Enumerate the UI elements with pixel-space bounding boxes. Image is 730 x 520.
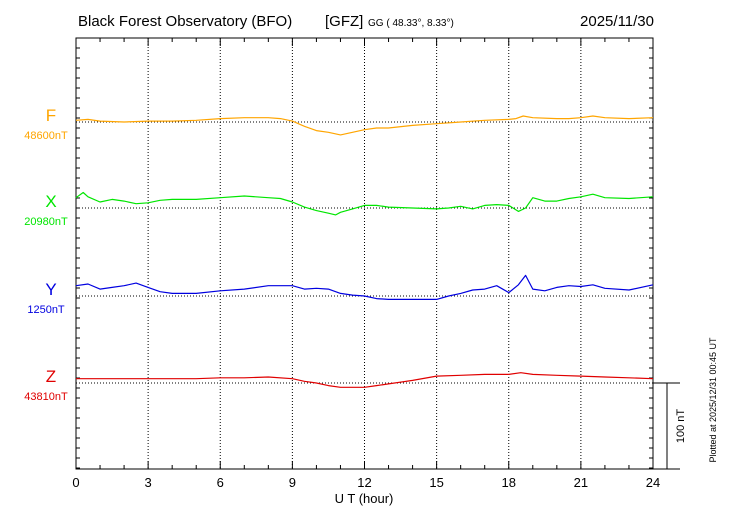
tick-layer: 0 3 6 9 12 15 18 21 24 xyxy=(72,38,660,490)
series-baseline-f: 48600nT xyxy=(24,130,68,142)
x-tick-label: 18 xyxy=(502,475,516,490)
x-axis-label: U T (hour) xyxy=(335,491,394,506)
series-line-x xyxy=(75,191,654,216)
plotted-timestamp: Plotted at 2025/12/31 00:45 UT xyxy=(708,337,718,463)
series-baseline-x: 20980nT xyxy=(24,216,68,228)
series-line-y xyxy=(75,274,654,300)
x-tick-label: 3 xyxy=(145,475,152,490)
series-layer xyxy=(75,115,654,388)
chart-date: 2025/11/30 xyxy=(580,13,654,30)
series-line-z xyxy=(76,372,654,388)
x-tick-label: 6 xyxy=(217,475,224,490)
scale-bar: 100 nT xyxy=(653,382,687,470)
label-layer: F 48600nT X 20980nT Y 1250nT Z 43810nT xyxy=(24,106,68,403)
x-tick-label: 9 xyxy=(289,475,296,490)
chart-title: Black Forest Observatory (BFO) xyxy=(78,13,292,30)
series-baseline-y: 1250nT xyxy=(27,304,65,316)
x-tick-label: 21 xyxy=(574,475,588,490)
grid-layer xyxy=(147,38,582,469)
series-baseline-z: 43810nT xyxy=(24,391,68,403)
x-tick-label: 15 xyxy=(429,475,443,490)
series-name-f: F xyxy=(46,106,56,125)
x-tick-label: 12 xyxy=(357,475,371,490)
station-coords: GG ( 48.33°, 8.33°) xyxy=(368,18,454,29)
series-line-f xyxy=(75,115,654,136)
x-tick-label: 24 xyxy=(646,475,660,490)
scale-bar-label: 100 nT xyxy=(675,409,687,444)
series-name-z: Z xyxy=(46,367,56,386)
x-tick-label: 0 xyxy=(72,475,79,490)
series-name-y: Y xyxy=(45,280,56,299)
institute-label: [GFZ] xyxy=(325,13,363,30)
series-name-x: X xyxy=(45,192,56,211)
